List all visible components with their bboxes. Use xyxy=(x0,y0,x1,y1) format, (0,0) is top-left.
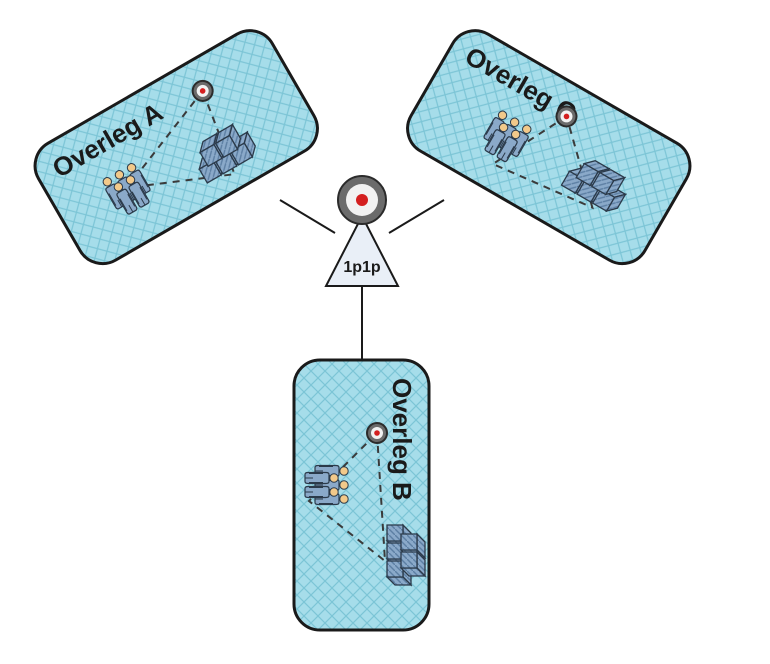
person-icon xyxy=(305,487,338,498)
center-label: 1p1p xyxy=(343,259,381,276)
person-icon xyxy=(305,473,338,484)
panel-c: Overleg C xyxy=(398,21,699,273)
panel-a: Overleg A xyxy=(26,21,327,273)
center-node: 1p1p xyxy=(326,176,398,286)
connector-c xyxy=(389,200,444,233)
target-icon xyxy=(367,423,387,443)
center-target-icon xyxy=(338,176,386,224)
panel-b: Overleg B xyxy=(294,360,429,630)
connector-a xyxy=(280,200,335,233)
cube-icon xyxy=(401,552,425,576)
panel-label: Overleg B xyxy=(387,378,417,501)
diagram-canvas: Overleg A Overleg C Overleg B 1p1p xyxy=(0,0,770,664)
